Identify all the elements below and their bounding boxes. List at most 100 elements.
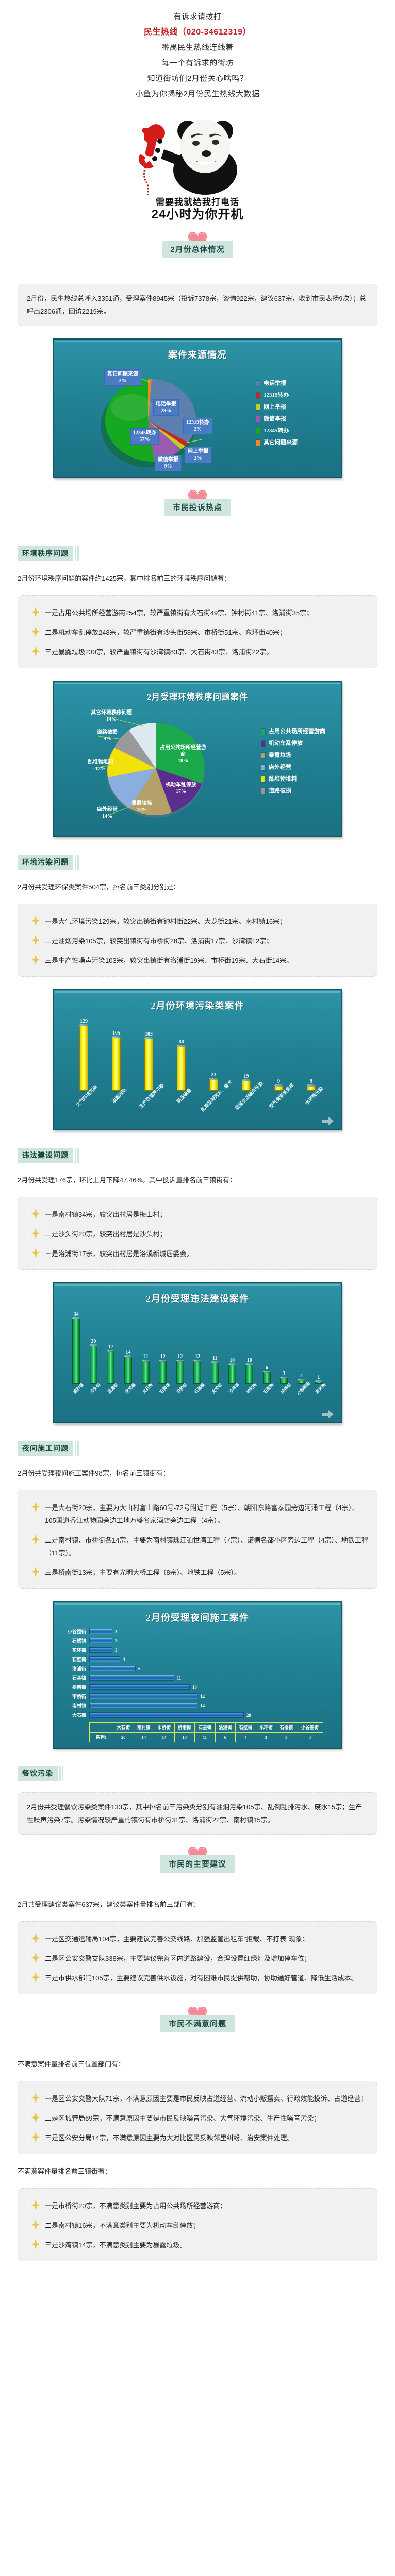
hbar-category-label: 大石街 — [72, 1713, 86, 1718]
list-item: 三是桥南街13宗，主要有光明大桥工程（8宗）、地铁工程（5宗）。 — [26, 1566, 369, 1579]
pie-inlabel-parking: 机动车乱停放 17% — [166, 782, 196, 794]
bar — [112, 1036, 121, 1091]
legend-label: 微信举报 — [264, 416, 286, 422]
legend-item: 12319转办 — [256, 392, 334, 399]
diamond-bullet-icon — [31, 626, 40, 637]
env-pollution-intro: 2月份共受理环保类案件504宗，排名前三类别分别是： — [18, 883, 180, 891]
sub-header-illegal-build: 违法建设问题 — [18, 1148, 395, 1163]
bar — [307, 1084, 316, 1091]
legend-swatch-icon — [256, 440, 260, 446]
bar — [159, 1360, 167, 1384]
table-header-cell: 大石街 — [113, 1722, 134, 1733]
table-data-cell: 13 — [174, 1732, 195, 1742]
hero-line-3: 番禺民生热线连线着 — [161, 43, 234, 52]
bar — [274, 1084, 283, 1091]
table-header-cell: 桥南街 — [174, 1722, 195, 1733]
hbar — [89, 1647, 112, 1653]
bar — [245, 1363, 254, 1384]
pie-inlabel-phone-report: 电话举报 28% — [153, 399, 179, 416]
bar-category-label: 乱倒乱排污水、废水 — [200, 1079, 233, 1113]
diamond-bullet-icon — [31, 1209, 40, 1219]
hbar-value-label: 3 — [115, 1629, 118, 1634]
sub-header-env-pollution: 环境污染问题 — [18, 855, 395, 870]
legend-swatch-icon — [261, 776, 265, 782]
table-row: 大石街 南村镇 市桥街 桥南街 石基镇 洛浦街 石壁街 东环街 石楼镇 小谷围街 — [89, 1722, 324, 1733]
list-item: 二是油烟污染105宗，较突出镇街有市桥街28宗、洛浦街17宗、沙湾镇12宗； — [26, 935, 369, 947]
bar-value-label: 129 — [80, 1019, 88, 1024]
bar-column: 11 — [206, 1307, 224, 1384]
bar-value-label: 9 — [310, 1079, 312, 1084]
panda-phone-icon — [138, 120, 237, 195]
pie-inlabel-garbage: 暴露垃圾 16% — [131, 801, 152, 813]
legend-label: 网上举报 — [264, 404, 286, 410]
list-item-text: 一是区公安交警大队71宗，不满意原因主要是市民反映占道经营、流动小贩摆卖、行政效… — [45, 2095, 368, 2103]
legend-swatch-icon — [256, 428, 260, 434]
pie-callout-road-damage: 道路破损 9% — [97, 730, 118, 742]
section-header-overview: 2月份总体情况 — [0, 232, 395, 270]
diamond-bullet-icon — [31, 935, 40, 945]
hbar-value-label: 13 — [192, 1684, 197, 1690]
bar — [79, 1024, 88, 1091]
list-item-text: 二是沙头街20宗，较突出村居是沙头村； — [45, 1230, 167, 1238]
hero-block: 有诉求请拨打 民生热线（020-34612319） 番禺民生热线连线着 每一个有… — [0, 0, 395, 104]
bar-column: 19 — [230, 1014, 262, 1091]
diamond-bullet-icon — [31, 607, 40, 617]
bar — [144, 1037, 153, 1091]
bar-column: 17 — [102, 1307, 120, 1384]
section-header-suggestions-label: 市民的主要建议 — [160, 1855, 235, 1873]
bar — [193, 1360, 202, 1384]
hotline-number: 民生热线（020-34612319） — [143, 28, 252, 37]
bar — [211, 1361, 219, 1384]
night-work-intro: 2月份共受理夜间施工案件98宗，排名前三镇街有： — [18, 1469, 170, 1477]
legend-item: 其它问题来源 — [256, 439, 334, 446]
hbar-row: 桥南街 13 — [59, 1684, 330, 1690]
list-item: 一是区公安交警大队71宗，不满意原因主要是市民反映占道经营、流动小贩摆卖、行政效… — [26, 2092, 369, 2105]
diamond-bullet-icon — [31, 1933, 40, 1943]
section-header-suggestions: 市民的主要建议 — [0, 1847, 395, 1885]
list-item-text: 三是桥南街13宗，主要有光明大桥工程（8宗）、地铁工程（5宗）。 — [45, 1569, 241, 1577]
bar — [89, 1344, 97, 1384]
list-item-text: 一是南村镇34宗，较突出村居是梅山村； — [45, 1211, 167, 1218]
bar — [262, 1371, 271, 1384]
dissatisfaction-dept-card: 一是区公安交警大队71宗，不满意原因主要是市民反映占道经营、流动小贩摆卖、行政效… — [18, 2081, 377, 2154]
pie-svg-env-order — [93, 716, 205, 818]
diamond-bullet-icon — [31, 955, 40, 965]
bar — [280, 1377, 288, 1384]
bar-value-label: 105 — [112, 1030, 120, 1036]
list-item-text: 三是区公安分局14宗，不满意原因主要为大对比区民反映邻里纠纷、治安案件处理。 — [45, 2134, 294, 2142]
sub-header-bar — [75, 546, 76, 561]
sub-header-food-pollution-label: 餐饮污染 — [18, 1766, 58, 1781]
list-item: 三是区公安分局14宗，不满意原因主要为大对比区民反映邻里纠纷、治安案件处理。 — [26, 2131, 369, 2144]
bar-column: 12 — [189, 1307, 206, 1384]
list-item: 一是市桥街20宗，不满意类别主要为占用公共场所经营游商； — [26, 2199, 369, 2212]
bar-column: 9 — [262, 1014, 295, 1091]
list-item-text: 一是区交通运输局104宗，主要建议完善公交线路、加强监管出租车"拒载、不打表"现… — [45, 1935, 309, 1943]
hbar-row: 小谷围街 3 — [59, 1628, 330, 1635]
bar — [176, 1360, 184, 1384]
hbar-row: 石基镇 11 — [59, 1674, 330, 1681]
sub-header-bar — [59, 1766, 61, 1781]
bar-value-label: 34 — [73, 1312, 79, 1317]
hbar-value-label: 20 — [246, 1712, 251, 1718]
list-item: 二是机动车乱停放248宗，较严重镇街有沙头街58宗、市桥街51宗、东环街40宗； — [26, 626, 369, 639]
table-row-label: 系列1 — [89, 1732, 113, 1742]
bar-category-label: 大石街 — [141, 1382, 154, 1395]
hbar-category-label: 东环街 — [72, 1648, 86, 1653]
bar-category-label: 商业噪音 — [175, 1087, 192, 1105]
hbar-row: 南村镇 14 — [59, 1702, 330, 1709]
pie-chart-env-order: 其它环境秩序问题 14% 道路破损 9% 乱堆物堆料 12% 店外经营 14% 占用公共… — [54, 703, 341, 832]
dissatisfaction-intro: 不满意案件量排名前三位置部门有： — [18, 2060, 125, 2068]
bar-column: 105 — [100, 1014, 133, 1091]
bar-column: 88 — [165, 1014, 198, 1091]
sub-header-bar — [77, 1148, 79, 1163]
hero-line-6: 小鱼为你揭秘2月份民生热线大数据 — [135, 90, 260, 98]
bar-axis-labels: 南村镇 沙头街 洛浦街 化龙镇 大石街 石楼镇 市桥街 石基镇 大龙街 沙湾镇 钟村街 石壁街 桥南街小… — [63, 1381, 332, 1416]
bar — [315, 1380, 323, 1384]
table-header-cell: 石基镇 — [194, 1722, 216, 1733]
bar — [298, 1379, 306, 1384]
arrow-right-icon — [322, 1117, 334, 1125]
bar-category-label: 大气环境污染 — [74, 1084, 98, 1108]
legend-item: 电话举报 — [256, 380, 334, 387]
legend-swatch-icon — [261, 753, 265, 758]
bar-value-label: 19 — [243, 1074, 249, 1079]
